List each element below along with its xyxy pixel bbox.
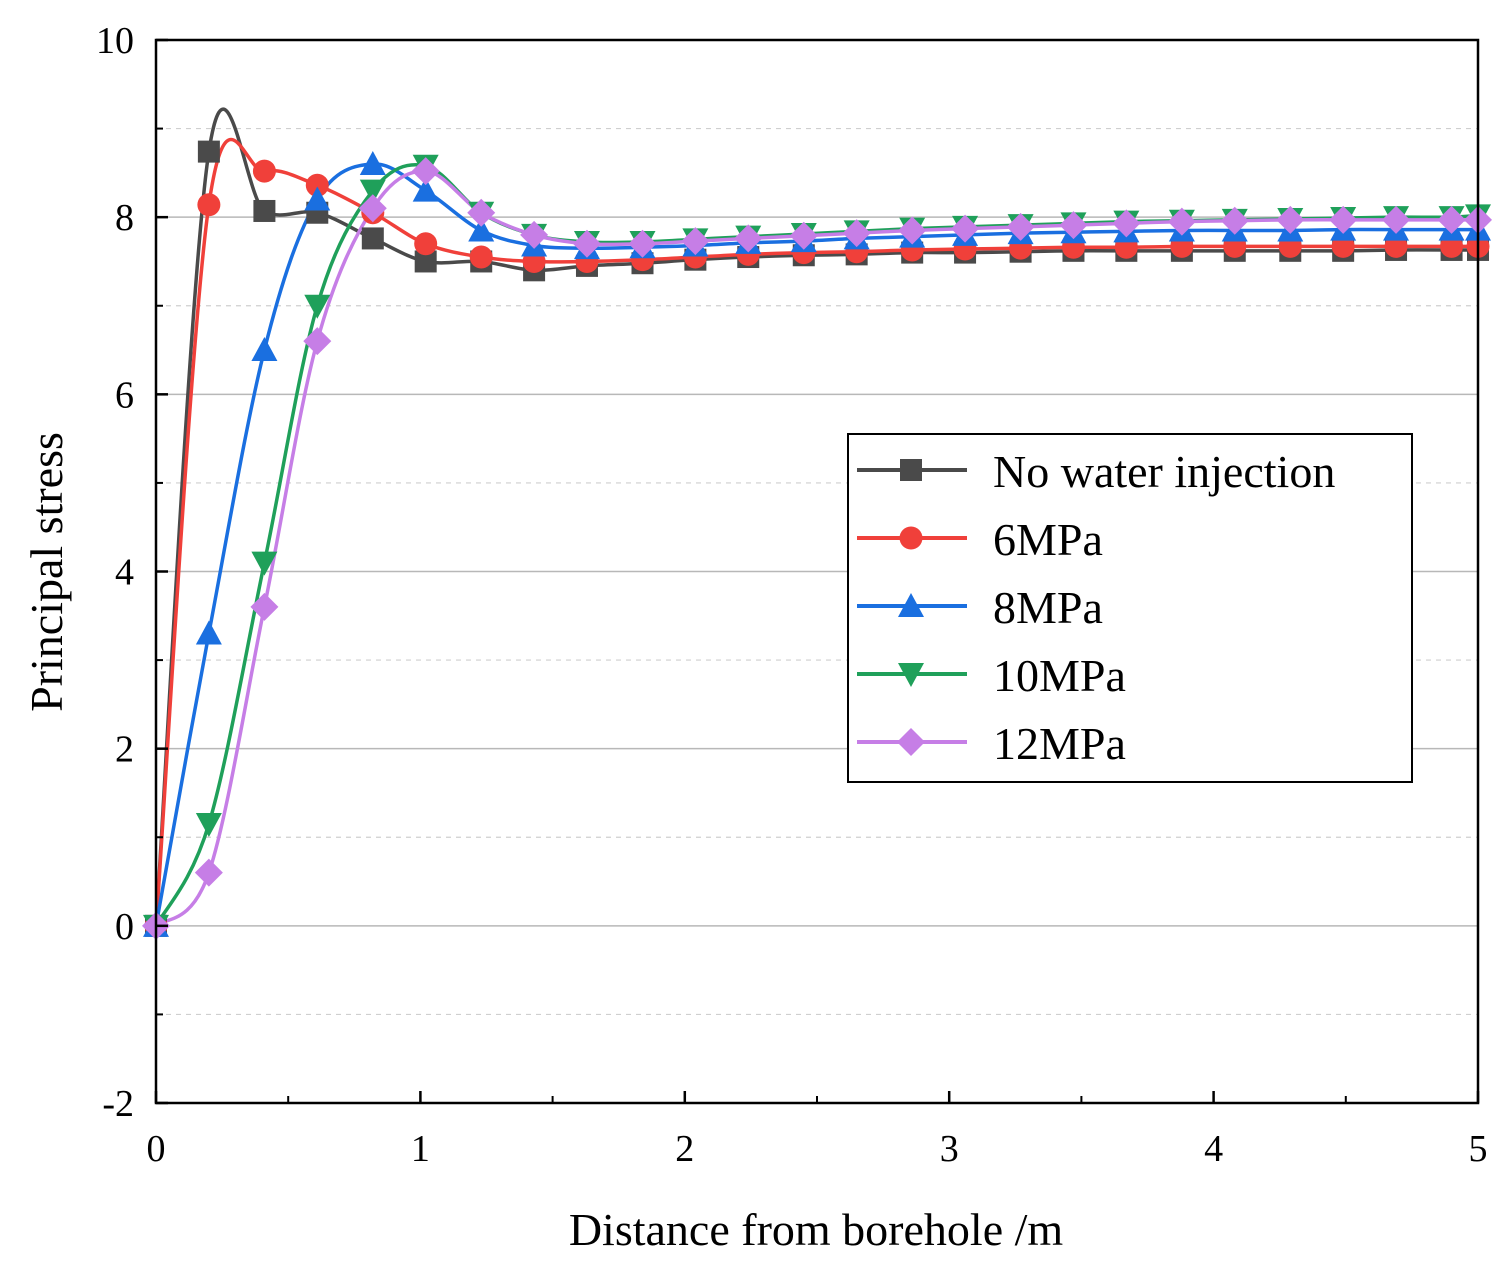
- data-point-series-4: [1382, 205, 1411, 234]
- data-point-series-0: [361, 227, 384, 250]
- series-markers: [142, 140, 1492, 940]
- legend-label: 12MPa: [993, 718, 1126, 769]
- data-point-series-2: [195, 620, 222, 645]
- x-tick-label: 5: [1469, 1128, 1488, 1170]
- data-point-series-1: [414, 232, 438, 256]
- data-point-series-0: [253, 199, 276, 222]
- data-point-series-4: [358, 194, 387, 223]
- x-tick-label: 4: [1204, 1128, 1223, 1170]
- data-point-series-3: [251, 551, 278, 576]
- data-point-series-4: [467, 198, 496, 227]
- data-point-series-0: [197, 140, 220, 163]
- data-point-series-2: [304, 186, 331, 211]
- legend-marker: [897, 728, 925, 756]
- data-point-series-3: [359, 179, 386, 204]
- y-tick-label: 2: [115, 729, 134, 771]
- data-point-series-4: [1276, 205, 1305, 234]
- x-axis-title: Distance from borehole /m: [569, 1204, 1064, 1255]
- data-point-series-2: [251, 337, 278, 362]
- data-point-series-4: [250, 592, 279, 621]
- y-tick-label: -2: [102, 1083, 134, 1125]
- legend-label: No water injection: [993, 446, 1335, 497]
- data-point-series-1: [1331, 234, 1355, 258]
- data-point-series-3: [195, 812, 222, 837]
- legend-marker: [898, 663, 924, 687]
- x-tick-label: 3: [940, 1128, 959, 1170]
- x-tick-label: 1: [411, 1128, 430, 1170]
- data-point-series-4: [842, 219, 871, 248]
- data-point-series-4: [628, 229, 657, 258]
- data-point-series-4: [951, 214, 980, 243]
- data-point-series-4: [1329, 205, 1358, 234]
- data-point-series-4: [1167, 207, 1196, 236]
- data-point-series-4: [303, 327, 332, 356]
- y-tick-label: 0: [115, 906, 134, 948]
- legend-label: 10MPa: [993, 650, 1126, 701]
- data-point-series-1: [252, 159, 276, 183]
- data-point-series-1: [1384, 234, 1408, 258]
- data-point-series-4: [789, 221, 818, 250]
- legend-marker: [898, 593, 924, 617]
- data-point-series-4: [734, 224, 763, 253]
- data-point-series-2: [412, 177, 439, 202]
- data-point-series-4: [1112, 209, 1141, 238]
- y-tick-label: 10: [96, 20, 134, 62]
- data-point-series-1: [305, 173, 329, 197]
- data-point-series-4: [411, 157, 440, 186]
- legend-label: 6MPa: [993, 514, 1103, 565]
- data-point-series-0: [414, 250, 437, 273]
- axis-ticks: 0 1 2 3 4 5 -2 0 2 4 6 8 10: [96, 20, 1488, 1170]
- y-tick-label: 8: [115, 197, 134, 239]
- y-tick-label: 6: [115, 374, 134, 416]
- data-point-series-4: [194, 858, 223, 887]
- data-point-series-2: [468, 217, 495, 242]
- data-point-series-1: [1440, 234, 1464, 258]
- legend-label: 8MPa: [993, 582, 1103, 633]
- legend-marker: [900, 459, 922, 481]
- legend: No water injection 6MPa 8MPa 10MPa 12MPa: [847, 433, 1413, 783]
- data-point-series-4: [681, 227, 710, 256]
- data-point-series-2: [359, 151, 386, 176]
- grid-lines: [156, 127, 1478, 1016]
- data-point-series-4: [520, 220, 549, 249]
- y-tick-label: 4: [115, 552, 134, 594]
- data-point-series-4: [898, 216, 927, 245]
- data-point-series-4: [1437, 205, 1466, 234]
- data-point-series-4: [1006, 212, 1035, 241]
- data-point-series-4: [1220, 206, 1249, 235]
- data-point-series-4: [1059, 211, 1088, 240]
- data-point-series-1: [469, 245, 493, 269]
- x-tick-label: 0: [147, 1128, 166, 1170]
- data-point-series-1: [197, 193, 221, 217]
- x-tick-label: 2: [675, 1128, 694, 1170]
- legend-marker: [899, 526, 923, 550]
- y-axis-title: Principal stress: [21, 432, 72, 712]
- data-point-series-4: [572, 229, 601, 258]
- data-point-series-3: [304, 294, 331, 319]
